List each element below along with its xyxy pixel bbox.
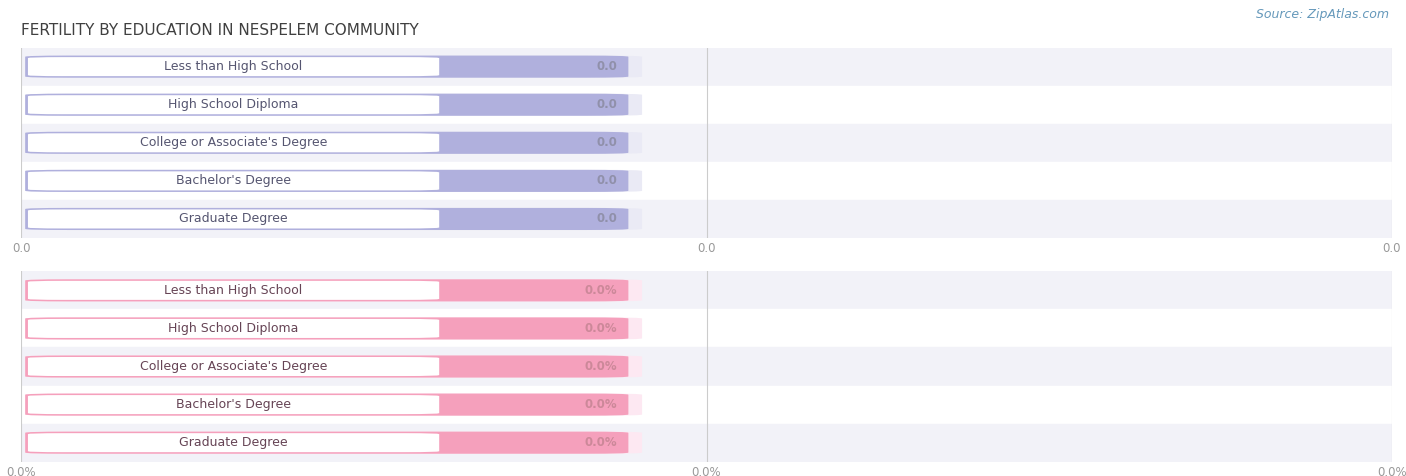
FancyBboxPatch shape	[28, 281, 439, 300]
FancyBboxPatch shape	[28, 57, 439, 76]
FancyBboxPatch shape	[25, 132, 628, 154]
Text: 0.0: 0.0	[596, 174, 617, 188]
FancyBboxPatch shape	[25, 56, 628, 78]
Text: 0.0%: 0.0%	[585, 322, 617, 335]
FancyBboxPatch shape	[28, 95, 439, 114]
Text: High School Diploma: High School Diploma	[169, 322, 298, 335]
FancyBboxPatch shape	[25, 279, 628, 301]
FancyBboxPatch shape	[28, 133, 439, 152]
Bar	[21, 309, 1392, 347]
FancyBboxPatch shape	[25, 432, 643, 454]
FancyBboxPatch shape	[25, 94, 628, 116]
Text: Bachelor's Degree: Bachelor's Degree	[176, 398, 291, 411]
Bar	[21, 48, 1392, 86]
Bar	[21, 200, 1392, 238]
Text: 0.0%: 0.0%	[585, 284, 617, 297]
Text: 0.0%: 0.0%	[585, 360, 617, 373]
Bar	[21, 162, 1392, 200]
FancyBboxPatch shape	[28, 395, 439, 414]
Bar	[21, 347, 1392, 386]
Text: Less than High School: Less than High School	[165, 284, 302, 297]
Text: College or Associate's Degree: College or Associate's Degree	[139, 136, 328, 149]
Text: FERTILITY BY EDUCATION IN NESPELEM COMMUNITY: FERTILITY BY EDUCATION IN NESPELEM COMMU…	[21, 23, 419, 39]
FancyBboxPatch shape	[25, 94, 643, 116]
Text: Source: ZipAtlas.com: Source: ZipAtlas.com	[1256, 8, 1389, 21]
Bar	[21, 124, 1392, 162]
FancyBboxPatch shape	[28, 171, 439, 190]
FancyBboxPatch shape	[25, 208, 643, 230]
FancyBboxPatch shape	[28, 357, 439, 376]
FancyBboxPatch shape	[25, 170, 628, 192]
FancyBboxPatch shape	[25, 317, 643, 339]
FancyBboxPatch shape	[25, 356, 628, 377]
Bar	[21, 271, 1392, 309]
Text: Graduate Degree: Graduate Degree	[179, 212, 288, 226]
Bar	[21, 86, 1392, 124]
FancyBboxPatch shape	[25, 394, 628, 416]
FancyBboxPatch shape	[25, 356, 643, 377]
Text: Graduate Degree: Graduate Degree	[179, 436, 288, 449]
Text: 0.0%: 0.0%	[585, 398, 617, 411]
Bar	[21, 386, 1392, 424]
FancyBboxPatch shape	[28, 319, 439, 338]
FancyBboxPatch shape	[25, 170, 643, 192]
Text: College or Associate's Degree: College or Associate's Degree	[139, 360, 328, 373]
FancyBboxPatch shape	[25, 56, 643, 78]
Bar	[21, 424, 1392, 462]
Text: Less than High School: Less than High School	[165, 60, 302, 73]
Text: 0.0%: 0.0%	[585, 436, 617, 449]
Text: High School Diploma: High School Diploma	[169, 98, 298, 111]
FancyBboxPatch shape	[28, 433, 439, 452]
Text: 0.0: 0.0	[596, 60, 617, 73]
FancyBboxPatch shape	[25, 432, 628, 454]
FancyBboxPatch shape	[28, 209, 439, 228]
Text: 0.0: 0.0	[596, 136, 617, 149]
Text: 0.0: 0.0	[596, 212, 617, 226]
FancyBboxPatch shape	[25, 279, 643, 301]
FancyBboxPatch shape	[25, 317, 628, 339]
Text: 0.0: 0.0	[596, 98, 617, 111]
Text: Bachelor's Degree: Bachelor's Degree	[176, 174, 291, 188]
FancyBboxPatch shape	[25, 394, 643, 416]
FancyBboxPatch shape	[25, 132, 643, 154]
FancyBboxPatch shape	[25, 208, 628, 230]
